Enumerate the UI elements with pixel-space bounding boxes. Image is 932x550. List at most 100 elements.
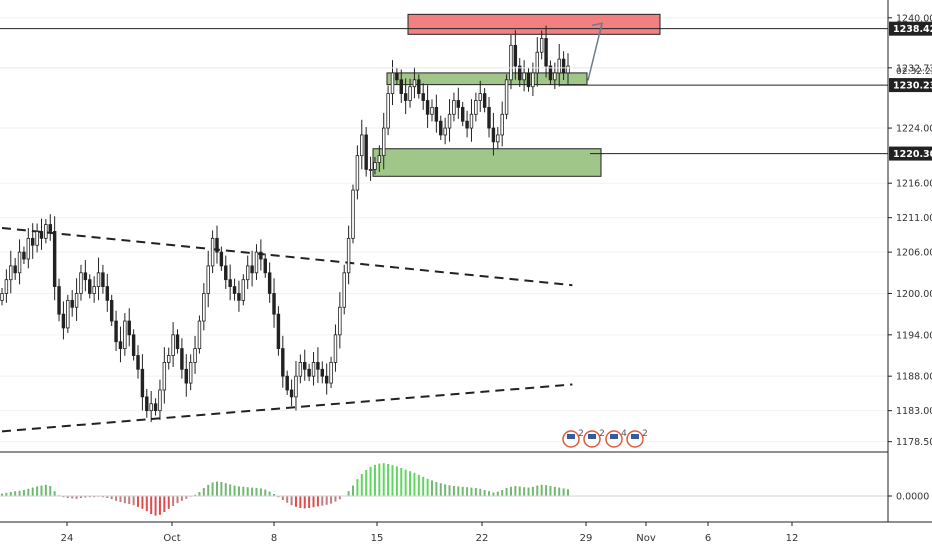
candle bbox=[184, 354, 188, 397]
candle bbox=[180, 338, 184, 379]
candle bbox=[557, 43, 561, 87]
osc-bar bbox=[308, 496, 311, 508]
osc-bar bbox=[18, 490, 21, 496]
candle-body bbox=[482, 93, 487, 108]
price-labels: 1238.422 1230.237 02:32:22 1220.300 bbox=[889, 21, 932, 161]
price-tick-label: 1211.000 bbox=[896, 213, 932, 224]
time-tick-label: Nov bbox=[636, 533, 656, 544]
candle-body bbox=[267, 272, 272, 294]
candle-body bbox=[368, 169, 373, 171]
candle-body bbox=[465, 120, 469, 129]
candle bbox=[430, 99, 434, 122]
osc-bar bbox=[194, 494, 197, 496]
osc-bar bbox=[242, 486, 245, 496]
osc-bar bbox=[123, 496, 126, 504]
osc-bar bbox=[180, 496, 183, 501]
osc-bar bbox=[277, 496, 280, 498]
candle-body bbox=[219, 251, 224, 267]
osc-bar bbox=[452, 486, 455, 496]
candle bbox=[197, 315, 202, 354]
candle bbox=[26, 228, 31, 269]
candle bbox=[149, 391, 153, 423]
candle-body bbox=[17, 251, 22, 274]
candle bbox=[566, 53, 570, 85]
osc-bar bbox=[132, 496, 135, 506]
osc-bar bbox=[255, 488, 258, 496]
candle bbox=[206, 250, 210, 308]
price-tick-label: 1200.000 bbox=[896, 289, 932, 300]
candle-body bbox=[342, 272, 346, 308]
candle-body bbox=[417, 79, 421, 94]
candle bbox=[333, 324, 338, 372]
osc-bar bbox=[273, 494, 276, 496]
candle-body bbox=[447, 113, 452, 129]
candle-body bbox=[140, 368, 145, 398]
candle-body bbox=[544, 38, 548, 67]
osc-bar bbox=[264, 489, 267, 496]
osc-bar bbox=[27, 488, 30, 496]
candle bbox=[535, 37, 540, 87]
osc-bar bbox=[312, 496, 315, 508]
candle bbox=[228, 264, 232, 301]
event-flag-count: 2 bbox=[642, 429, 648, 439]
candle-body bbox=[162, 361, 167, 391]
price-label-box bbox=[889, 21, 932, 36]
candle bbox=[329, 356, 333, 389]
osc-bar bbox=[553, 486, 556, 496]
osc-bar bbox=[523, 487, 526, 496]
candle bbox=[403, 78, 408, 115]
candle-body bbox=[456, 100, 461, 108]
osc-bar bbox=[75, 496, 78, 499]
candle bbox=[504, 74, 509, 120]
event-flag-3: 2 bbox=[626, 429, 648, 448]
candle bbox=[4, 269, 9, 303]
price-label-box bbox=[889, 78, 932, 93]
candle-body bbox=[329, 361, 333, 384]
candle bbox=[118, 326, 123, 363]
candle-body bbox=[61, 313, 66, 329]
osc-bar bbox=[229, 484, 232, 496]
candle-body bbox=[487, 106, 491, 129]
price-tick-label: 1216.000 bbox=[896, 179, 932, 190]
candle bbox=[526, 67, 531, 92]
candle-body bbox=[377, 155, 382, 163]
osc-bar bbox=[202, 488, 205, 496]
candle-body bbox=[175, 334, 180, 350]
candle bbox=[96, 257, 101, 301]
osc-bar bbox=[128, 496, 131, 504]
candle-body bbox=[430, 106, 434, 115]
time-axis: 24 Oct 8 15 22 29 Nov 6 12 bbox=[61, 522, 798, 544]
candle-body bbox=[403, 93, 408, 101]
candle bbox=[311, 352, 316, 386]
candle bbox=[487, 97, 491, 138]
candle-body bbox=[9, 265, 13, 281]
candle-body bbox=[294, 375, 298, 398]
osc-bar bbox=[158, 496, 161, 515]
candle bbox=[224, 255, 228, 289]
candle-body bbox=[245, 265, 250, 281]
osc-bar bbox=[5, 492, 8, 496]
candle bbox=[478, 80, 482, 112]
candle-body bbox=[281, 348, 285, 377]
osc-bar bbox=[211, 482, 214, 496]
candle bbox=[17, 239, 22, 285]
candle-body bbox=[0, 293, 4, 301]
price-label-2: 1220.300 bbox=[889, 146, 932, 161]
candle-body bbox=[197, 320, 202, 350]
osc-bar bbox=[409, 471, 412, 496]
candle bbox=[162, 347, 167, 404]
time-tick-label: 6 bbox=[705, 533, 711, 544]
candle-body bbox=[408, 86, 412, 101]
event-markers: 2 2 4 2 bbox=[562, 429, 648, 448]
price-label-0: 1238.422 bbox=[889, 21, 932, 36]
candle-body bbox=[123, 320, 127, 350]
zone-support-upper bbox=[386, 72, 588, 86]
candle-body bbox=[289, 389, 294, 398]
osc-bar bbox=[141, 496, 144, 509]
osc-bar bbox=[145, 496, 148, 512]
osc-bar bbox=[303, 496, 306, 509]
time-tick-label: 29 bbox=[580, 533, 593, 544]
candle bbox=[70, 290, 74, 317]
candle-body bbox=[303, 361, 307, 370]
